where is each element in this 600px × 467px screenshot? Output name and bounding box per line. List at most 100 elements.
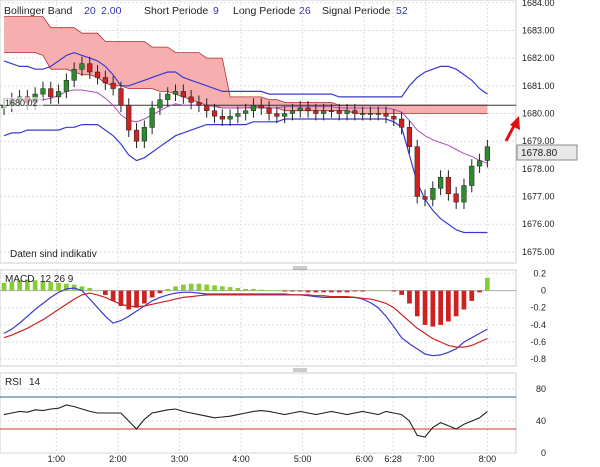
candle-body [399,118,405,128]
candle-body [476,160,483,167]
candle-body [71,68,77,81]
macd-histogram-bar [188,283,194,291]
candle-body [227,116,233,120]
macd-panel-resize-handle[interactable] [293,368,307,372]
macd-histogram-bar [282,290,287,292]
rsi-label: RSI 14 [5,377,41,388]
macd-line [3,287,488,357]
macd-histogram-bar [173,286,178,291]
ichimoku-cloud [0,16,516,114]
price-panel-frame [0,0,517,264]
x-tick-label: 6:28 [384,454,402,464]
macd-histogram-bar [399,290,404,295]
candle-body [367,113,374,115]
candle-body [445,176,451,195]
candle-body [360,113,366,115]
candle-body [414,146,420,197]
lower-band-line [3,118,488,234]
current-price-tag: 1678.80 [516,144,578,161]
macd-histogram-bar [126,290,132,310]
macd-histogram-bar [438,290,443,325]
macd-histogram-bar [1,282,7,291]
macd-histogram-bar [352,290,358,292]
price-tick-label: 1682.00 [522,53,555,63]
macd-histogram-bar [453,290,459,317]
macd-histogram-bar [220,286,225,291]
left-price-tag: 1680.02 [3,97,43,109]
macd-histogram-bar [79,286,85,291]
macd-histogram-bar [17,280,22,291]
macd-histogram-bar [274,290,280,292]
candle-body [110,82,116,89]
candle-body [94,71,101,78]
time-axis: 1:00 2:00 3:00 4:00 5:00 6:00 6:28 7:00 8:00 [48,454,497,464]
macd-histogram-bar [485,277,490,291]
candle-body [79,63,85,70]
price-grid [0,0,516,263]
rsi-tick-label: 40 [536,416,546,426]
price-tick-label: 1676.00 [522,219,555,229]
candle-body [274,113,280,117]
macd-histogram-bar [258,289,264,291]
macd-label-params: 12 26 9 [40,274,74,285]
macd-histogram-bar [9,282,15,291]
candle-body [484,146,490,161]
candle-body [40,88,46,95]
rsi-panel-frame [0,372,517,454]
price-panel-resize-handle[interactable] [293,266,307,270]
price-tick-label: 1679.00 [522,136,555,146]
macd-histogram-bar [266,290,272,292]
macd-histogram-bar [134,290,139,308]
price-tick-label: 1683.00 [522,25,555,35]
macd-histogram-bar [461,290,467,310]
macd-histogram-bar [407,290,412,304]
candle-body [297,107,303,112]
macd-lines [3,287,488,357]
candle-body [469,165,475,186]
x-tick-label: 4:00 [232,454,250,464]
macd-histogram-bar [64,283,69,291]
price-tick-label: 1677.00 [522,192,555,202]
upper-band-line [3,51,488,98]
macd-histogram-bar [383,290,389,292]
rsi-grid [0,373,516,454]
candle-body [383,113,389,117]
current-price-value: 1678.80 [521,148,558,159]
macd-signal-line [3,292,488,348]
signal-period-label: Signal Periode [322,5,390,17]
x-tick-label: 8:00 [479,454,497,464]
bollinger-period: 20 [84,5,96,17]
price-tick-label: 1678.00 [522,164,555,174]
macd-histogram-bar [204,284,210,291]
candle-body [461,185,467,203]
price-tick-label: 1684.00 [522,0,555,8]
x-tick-label: 1:00 [48,454,66,464]
macd-tick-label: 0.2 [533,268,546,278]
macd-histogram-bar [103,290,108,295]
candle-body [321,110,327,114]
macd-grid [0,270,516,366]
macd-histogram-bar [313,290,319,293]
x-tick-label: 5:00 [294,454,312,464]
candle-body [258,104,264,109]
macd-histogram-bar [336,290,342,293]
macd-label-name: MACD [5,274,34,285]
macd-histogram-bar [56,282,61,291]
candle-body [180,91,186,98]
macd-histogram-bar [118,290,124,306]
macd-histogram-bar [321,290,326,293]
candle-body [55,91,62,98]
indicative-note: Daten sind indikativ [10,249,97,260]
macd-histogram-bar [430,290,436,327]
rsi-label-name: RSI [5,377,22,388]
macd-histogram-bar [368,290,373,292]
candle-body [430,188,436,200]
macd-histogram-bar [48,282,54,291]
macd-histogram-bar [251,288,256,291]
macd-histogram-bar [344,290,350,293]
candle-body [266,107,272,114]
macd-histogram-bar [477,290,482,293]
candle-body [219,116,225,120]
macd-histogram-bar [212,285,217,291]
candle-body [63,80,69,92]
